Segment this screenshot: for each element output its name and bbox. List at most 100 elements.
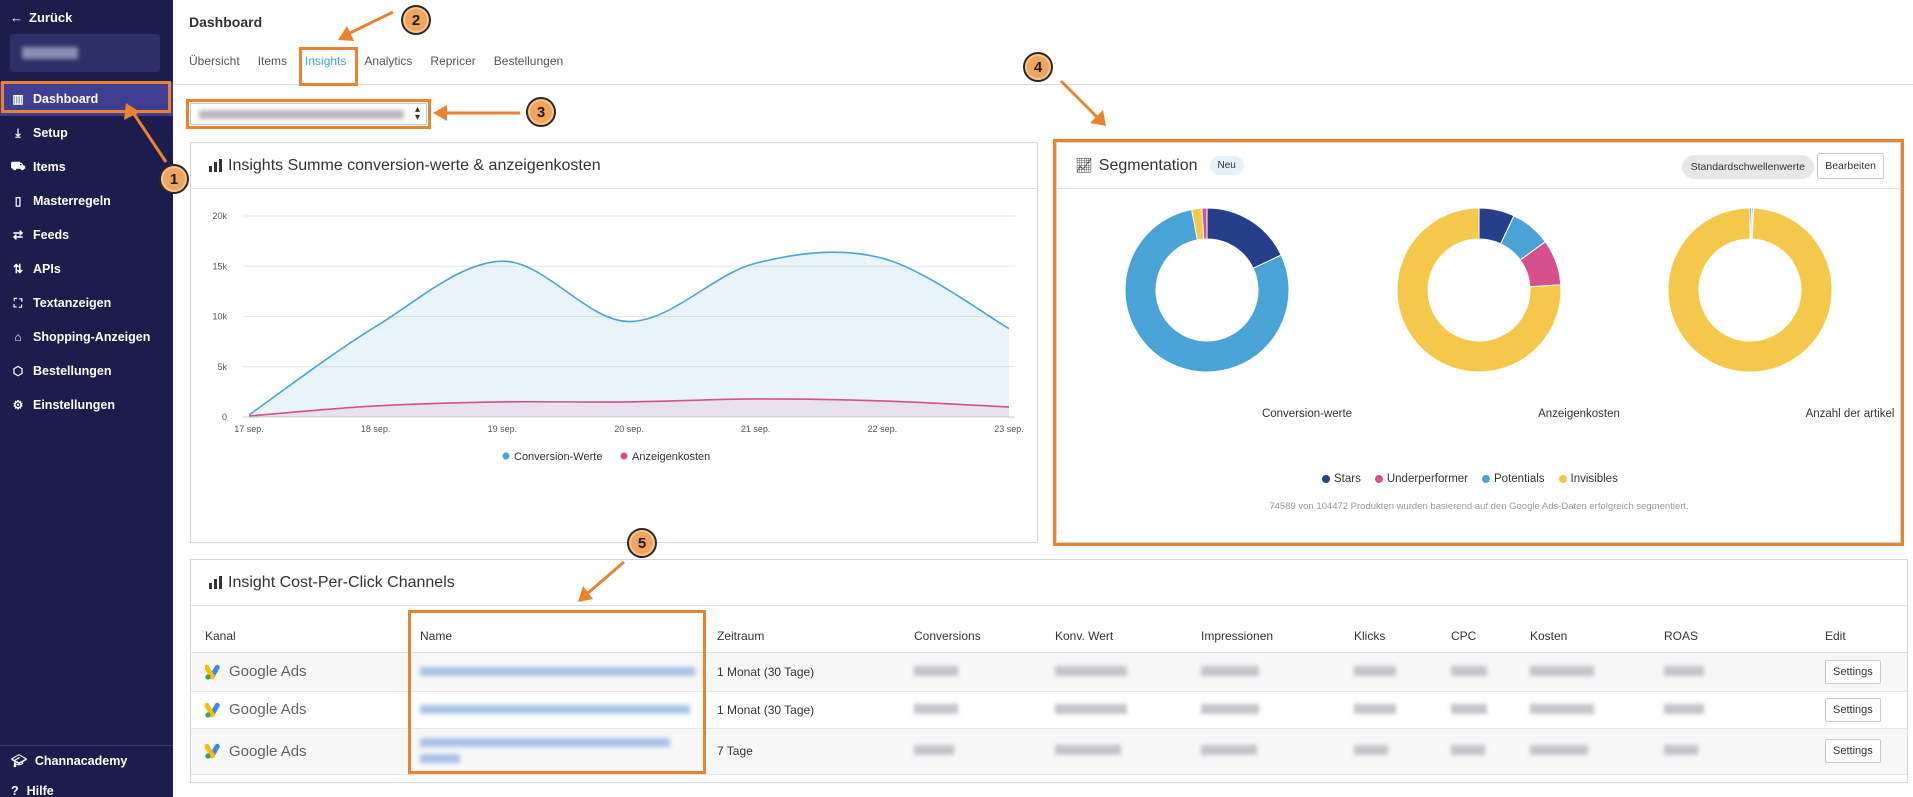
sidebar-item-channacademy[interactable]: 🎓︎ Channacademy [0,746,173,776]
google-ads-icon [205,743,220,759]
sidebar-item-label: Items [33,160,66,174]
col-kosten[interactable]: Kosten [1516,620,1650,653]
download-icon: ⤓ [15,125,21,140]
col-conversions[interactable]: Conversions [900,620,1041,653]
conversions-cell [900,652,1041,692]
x-tick-label: 17 sep. [234,424,264,434]
tab-items[interactable]: Items [257,54,288,68]
sidebar-item-einstellungen[interactable]: ⚙ Einstellungen [0,388,173,422]
tab-bestellungen[interactable]: Bestellungen [493,54,564,68]
annotation-box-segmentation [1053,139,1904,546]
sidebar-item-shopping-anzeigen[interactable]: ⌂ Shopping-Anzeigen [0,320,173,354]
series-line-conversion-werte[interactable] [248,251,1010,416]
legend-label: Invisibles [1570,473,1618,485]
legend-item-underperformer[interactable]: Underperformer [1374,473,1469,485]
col-konv-wert[interactable]: Konv. Wert [1041,620,1187,653]
legend-dot [1322,474,1330,483]
donut-slice-invisibles[interactable] [1667,207,1833,373]
sidebar-item-items[interactable]: ⛟ Items [0,150,173,184]
tab-uebersicht[interactable]: Übersicht [189,54,240,68]
legend-item-potentials[interactable]: Potentials [1482,473,1545,485]
insights-area-chart: 0 5k 10k 15k 20k 17 sep. 18 sep. 19 sep. 20 sep.… [212,211,1023,463]
donut-label-anzahl-artikel: Anzahl der artikel [1805,408,1895,420]
settings-button[interactable]: Settings [1825,697,1881,722]
legend-item-stars[interactable]: Stars [1322,473,1361,485]
bar-chart-icon [209,159,222,172]
bar-chart-icon: ▥ [12,92,24,106]
donut-slice-potentials[interactable] [1124,208,1290,373]
zeitraum-cell: 1 Monat (30 Tage) [703,691,900,729]
account-name-redacted [22,47,78,59]
donut-label-conversion-werte: Conversion-werte [1261,408,1353,420]
col-impressionen[interactable]: Impressionen [1187,620,1340,653]
tab-insights[interactable]: Insights [305,54,347,68]
arrows-exchange-icon: ⇄ [12,228,24,242]
col-kanal[interactable]: Kanal [191,620,406,653]
cpc-table: Kanal Name Zeitraum Conversions Konv. We… [191,620,1907,775]
name-cell[interactable] [406,691,703,729]
legend-label: Underperformer [1386,473,1469,485]
x-tick-label: 18 sep. [361,424,391,434]
google-ads-logo: Google Ads [205,663,406,680]
col-klicks[interactable]: Klicks [1340,620,1437,653]
col-roas[interactable]: ROAS [1650,620,1811,653]
campaign-name-redacted[interactable] [420,738,670,747]
cpc-cell [1437,728,1516,775]
legend-label[interactable]: Conversion-Werte [514,451,602,463]
kosten-cell [1516,652,1650,692]
campaign-name-redacted[interactable] [420,704,690,714]
legend-item-invisibles[interactable]: Invisibles [1558,473,1618,485]
account-selector[interactable] [10,34,160,72]
page-title: Dashboard [189,14,263,30]
bar-chart-icon [209,576,222,589]
sidebar-item-feeds[interactable]: ⇄ Feeds [0,218,173,252]
edit-cell: Settings [1811,652,1907,692]
table-row: Google Ads 1 Monat (30 Tage) Settings [191,652,1907,692]
col-cpc[interactable]: CPC [1437,620,1516,653]
annotation-badge-2: 2 [401,5,431,35]
sidebar-item-bestellungen[interactable]: ⬡ Bestellungen [0,354,173,388]
segmentation-card: 📈︎ Segmentation Neu Standardschwellenwer… [1056,142,1901,543]
name-cell[interactable] [406,652,703,692]
tab-bar: Übersicht Items Insights Analytics Repri… [189,54,581,74]
settings-button[interactable]: Settings [1825,659,1881,684]
zeitraum-cell: 1 Monat (30 Tage) [703,652,900,692]
segmentation-legend: Stars Underperformer Potentials Invisibl… [1322,473,1618,485]
y-tick-label: 10k [212,312,227,322]
back-link[interactable]: ← Zurück [10,10,72,25]
donut-slice-underperformer[interactable] [1201,207,1208,240]
sidebar-item-apis[interactable]: ⇅ APIs [0,252,173,286]
card-header: Insights Summe conversion-werte & anzeig… [191,143,1037,189]
kosten-cell [1516,728,1650,775]
clipboard-icon: ▯ [14,194,22,208]
sidebar-item-label: Einstellungen [33,398,115,412]
tab-analytics[interactable]: Analytics [364,54,413,68]
gear-icon: ⚙ [12,398,24,412]
annotation-arrowhead-2 [338,26,354,41]
frame-icon: ⛶ [13,295,23,310]
y-tick-label: 0 [222,412,227,422]
default-thresholds-button[interactable]: Standardschwellenwerte [1681,155,1814,179]
sidebar-item-label: Dashboard [33,92,99,106]
legend-label[interactable]: Anzeigenkosten [632,451,710,463]
sidebar: ← Zurück ▥ Dashboard ⤓ Setup ⛟ Items ▯ Maste… [0,0,173,797]
sidebar-item-masterregeln[interactable]: ▯ Masterregeln [0,184,173,218]
col-zeitraum[interactable]: Zeitraum [703,620,900,653]
donut-slice-invisibles[interactable] [1396,207,1562,373]
edit-button[interactable]: Bearbeiten [1817,153,1884,179]
campaign-name-redacted[interactable] [420,666,695,676]
klicks-cell [1340,652,1437,692]
date-range-select[interactable]: ▴ ▾ [190,103,427,125]
sidebar-item-hilfe[interactable]: ? Hilfe [0,776,173,797]
name-cell[interactable] [406,728,703,775]
donut-label-anzeigenkosten: Anzeigenkosten [1538,408,1620,420]
campaign-name-redacted[interactable] [420,754,460,763]
x-tick-label: 21 sep. [741,424,771,434]
series-area-conversion-werte [249,252,1009,417]
tab-repricer[interactable]: Repricer [430,54,476,68]
col-name[interactable]: Name [406,620,703,653]
zeitraum-cell: 7 Tage [703,728,900,775]
sidebar-item-textanzeigen[interactable]: ⛶ Textanzeigen [0,286,173,320]
settings-button[interactable]: Settings [1825,739,1881,763]
sidebar-item-setup[interactable]: ⤓ Setup [0,116,173,150]
